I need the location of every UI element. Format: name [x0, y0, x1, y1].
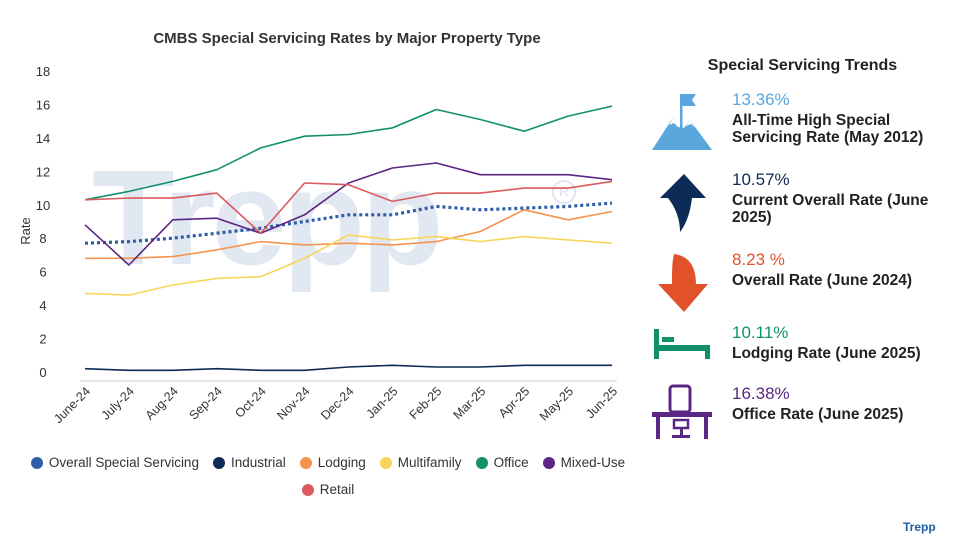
series-line-industrial — [84, 364, 612, 372]
arrow-up-icon — [660, 174, 706, 232]
legend-item: Office — [475, 455, 529, 470]
y-tick-label: 2 — [39, 332, 46, 347]
trends-panel-title: Special Servicing Trends — [707, 57, 898, 74]
trend-label: Office Rate (June 2025) — [732, 406, 904, 423]
trend-label: All-Time High Special Servicing Rate (Ma… — [732, 112, 924, 146]
legend-item: Retail — [301, 482, 355, 497]
y-tick-label: 0 — [39, 365, 46, 380]
arrow-down-icon — [658, 254, 708, 312]
legend-label: Mixed-Use — [560, 455, 626, 470]
legend-item: Lodging — [299, 455, 366, 470]
x-tick-label: Jan-25 — [364, 384, 401, 421]
legend-label: Lodging — [317, 455, 366, 470]
trend-value: 10.57% — [732, 170, 790, 189]
legend-label: Retail — [319, 482, 355, 497]
watermark-registered-mark: R — [552, 180, 576, 204]
mountain-flag-icon — [652, 94, 712, 150]
trend-item-current-overall: 10.57% Current Overall Rate (June 2025) — [650, 170, 950, 232]
legend-swatch — [212, 456, 225, 469]
legend-label: Industrial — [230, 455, 286, 470]
y-tick-label: 4 — [39, 298, 46, 313]
y-tick-label: 10 — [36, 198, 50, 213]
legend-item: Multifamily — [379, 455, 462, 470]
trend-item-office: 16.38% Office Rate (June 2025) — [650, 384, 950, 444]
series-line-mixed-use — [84, 162, 613, 266]
x-tick-label: Sep-24 — [186, 384, 224, 422]
trepp-brand-logo: Trepp — [903, 520, 936, 534]
chart-title: CMBS Special Servicing Rates by Major Pr… — [153, 30, 541, 47]
legend-swatch — [379, 456, 392, 469]
x-tick-label: Feb-25 — [407, 384, 445, 422]
legend-label: Overall Special Servicing — [48, 455, 199, 470]
trend-value: 16.38% — [732, 384, 790, 403]
y-axis-label: Rate — [18, 217, 33, 244]
y-tick-label: 6 — [39, 265, 46, 280]
legend-swatch — [299, 456, 312, 469]
y-tick-label: 18 — [36, 64, 50, 79]
trend-item-lodging: 10.11% Lodging Rate (June 2025) — [650, 323, 950, 383]
bed-icon — [654, 329, 710, 359]
x-tick-label: July-24 — [99, 384, 137, 422]
x-tick-label: Nov-24 — [274, 384, 312, 422]
x-tick-label: Oct-24 — [232, 384, 268, 420]
legend-swatch — [30, 456, 43, 469]
x-tick-label: Mar-25 — [450, 384, 488, 422]
office-desk-icon — [652, 384, 712, 439]
series-line-office — [84, 105, 613, 201]
x-tick-label: Dec-24 — [318, 384, 356, 422]
y-tick-label: 12 — [36, 164, 50, 179]
legend-swatch — [542, 456, 555, 469]
x-tick-label: May-25 — [537, 384, 576, 423]
legend-swatch — [301, 483, 314, 496]
series-line-overall-special-servicing — [84, 201, 613, 245]
legend-label: Office — [493, 455, 529, 470]
watermark-logo: Trepp — [92, 142, 444, 293]
legend-item: Overall Special Servicing — [30, 455, 199, 470]
trend-item-overall-2024: 8.23 % Overall Rate (June 2024) — [650, 250, 950, 312]
trend-value: 13.36% — [732, 90, 790, 109]
trend-label: Current Overall Rate (June 2025) — [732, 192, 929, 226]
y-tick-label: 14 — [36, 131, 50, 146]
x-tick-label: June-24 — [51, 384, 93, 426]
chart-legend: Overall Special Servicing Industrial Lodgi… — [18, 455, 638, 509]
series-line-lodging — [85, 209, 613, 260]
series-line-multifamily — [84, 234, 613, 296]
trend-label: Overall Rate (June 2024) — [732, 272, 913, 289]
trend-value: 8.23 % — [732, 250, 785, 269]
series-line-retail — [84, 180, 613, 234]
x-tick-label: Aug-24 — [143, 384, 181, 422]
trend-label: Lodging Rate (June 2025) — [732, 345, 921, 362]
legend-item: Industrial — [212, 455, 286, 470]
trend-item-all-time-high: 13.36% All-Time High Special Servicing R… — [650, 90, 950, 150]
legend-swatch — [475, 456, 488, 469]
x-tick-label: Apr-25 — [496, 384, 532, 420]
y-tick-label: 16 — [36, 97, 50, 112]
legend-label: Multifamily — [397, 455, 462, 470]
trend-value: 10.11% — [732, 323, 789, 342]
x-tick-label: Jun-25 — [583, 384, 620, 421]
y-tick-label: 8 — [39, 231, 46, 246]
legend-item: Mixed-Use — [542, 455, 626, 470]
